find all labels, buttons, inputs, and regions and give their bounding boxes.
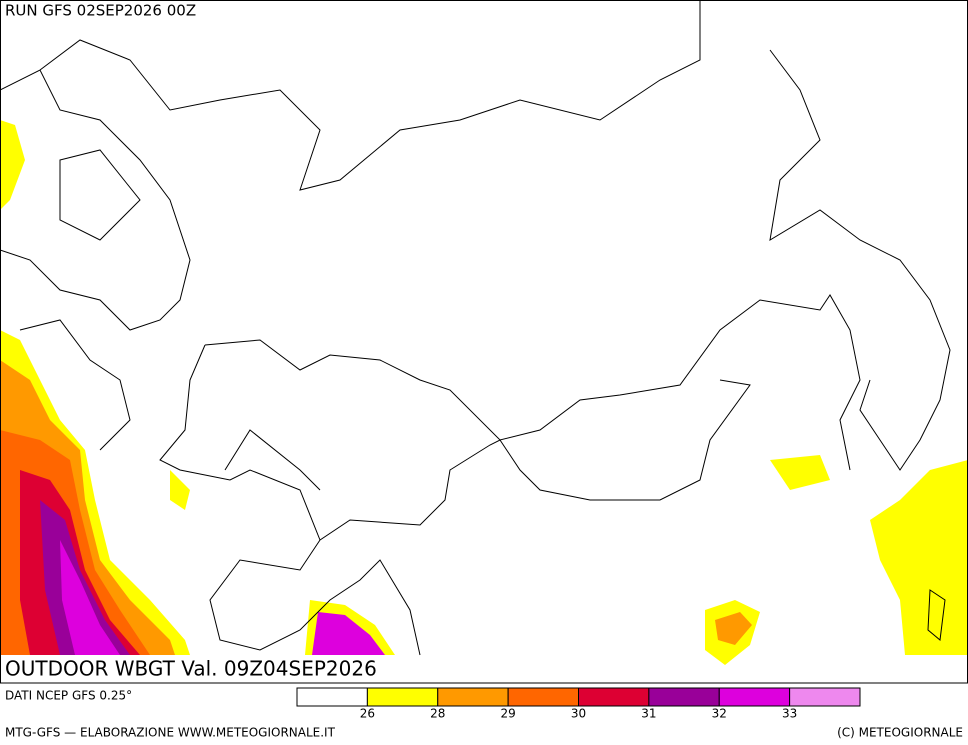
colorbar-swatch bbox=[437, 687, 509, 707]
colorbar-tick-label: 32 bbox=[712, 707, 727, 721]
colorbar-tick-label: 33 bbox=[782, 707, 797, 721]
field-yellow bbox=[0, 120, 25, 210]
colorbar-swatch bbox=[718, 687, 791, 707]
border bbox=[204, 294, 861, 471]
title-box bbox=[0, 655, 390, 683]
border bbox=[0, 0, 701, 331]
footer-left: MTG-GFS — ELABORAZIONE WWW.METEOGIORNALE… bbox=[5, 726, 336, 740]
colorbar-tick-label: 29 bbox=[500, 707, 515, 721]
border bbox=[159, 344, 751, 541]
border bbox=[769, 49, 951, 641]
colorbar: 26 28 29 30 31 32 33 bbox=[296, 687, 861, 721]
source-label: DATI NCEP GFS 0.25° bbox=[5, 689, 132, 703]
footer-right: (C) METEOGIORNALE bbox=[837, 726, 963, 740]
map: RUN GFS 02SEP2026 00Z OUTDOOR WBGT Val. … bbox=[0, 0, 968, 684]
field-yellow bbox=[870, 460, 968, 655]
colorbar-swatch bbox=[366, 687, 439, 707]
field-yellow bbox=[770, 455, 830, 490]
colorbar-swatch bbox=[648, 687, 720, 707]
colorbar-tick-label: 30 bbox=[571, 707, 586, 721]
colorbar-swatch bbox=[789, 687, 861, 707]
colorbar-swatch bbox=[507, 687, 579, 707]
colorbar-tick-label: 28 bbox=[430, 707, 445, 721]
colorbar-tick-label: 31 bbox=[641, 707, 656, 721]
field-yellow bbox=[170, 470, 190, 510]
border bbox=[19, 149, 141, 451]
run-label: RUN GFS 02SEP2026 00Z bbox=[5, 2, 196, 20]
border bbox=[209, 429, 421, 656]
field-purple bbox=[40, 500, 130, 655]
field-orange bbox=[715, 612, 752, 645]
colorbar-swatch bbox=[578, 687, 650, 707]
field-magenta bbox=[312, 612, 385, 655]
map-background bbox=[0, 0, 968, 683]
colorbar-swatch bbox=[296, 687, 368, 707]
colorbar-tick-label: 26 bbox=[360, 707, 375, 721]
map-title: OUTDOOR WBGT Val. 09Z04SEP2026 bbox=[5, 657, 377, 681]
field-magenta bbox=[60, 540, 120, 655]
